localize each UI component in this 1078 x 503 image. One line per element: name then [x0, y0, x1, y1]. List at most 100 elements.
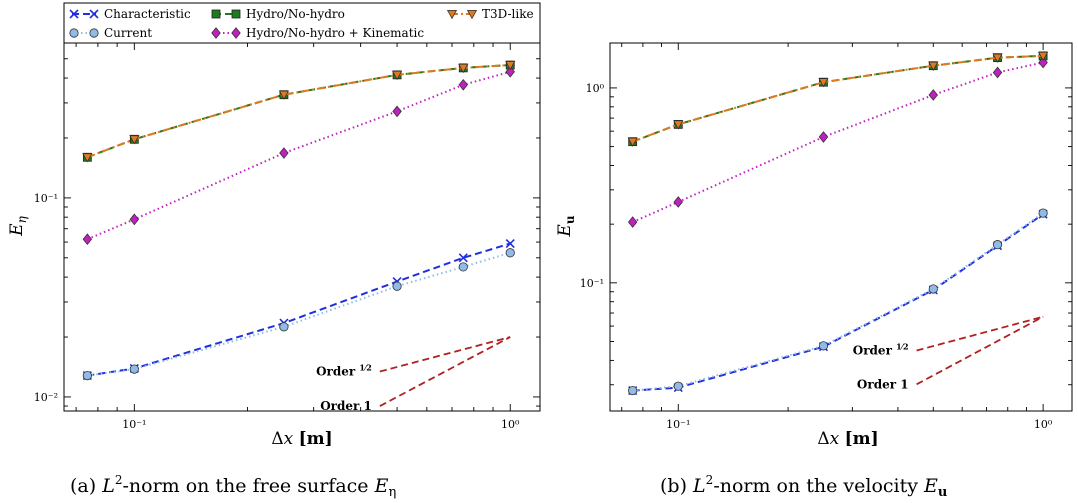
point-current — [505, 248, 515, 258]
series-line-hydro-no-hydro-kinematic — [86, 70, 511, 241]
ylabel-a: Eη — [7, 215, 29, 236]
x-tick-label: 10⁻¹ — [122, 418, 146, 431]
series-line-current — [632, 212, 1044, 392]
point-hydro-no-hydro-kinematic — [279, 147, 289, 159]
order-line-2 — [916, 315, 1044, 386]
point-t3d-like — [505, 61, 516, 71]
legend-marker-hydro-no-hydro-kinematic-end — [231, 27, 241, 39]
point-t3d-like — [82, 153, 93, 163]
legend-item-t3d-like: T3D-like — [446, 7, 534, 21]
legend-marker-t3d-like-end — [466, 9, 478, 20]
legend: Characteristic Current Hydro/No-hydro Hydro… — [63, 2, 541, 44]
order-label-1: Order 1⁄2 — [853, 342, 909, 358]
order-line-1 — [379, 336, 511, 373]
point-current — [279, 322, 289, 332]
plot-frame-b — [609, 42, 1073, 412]
point-hydro-no-hydro-kinematic — [818, 131, 829, 143]
caption-b: (b) L2-norm on the velocity Eu — [660, 473, 947, 500]
y-tick-label: 10⁻² — [34, 391, 58, 404]
point-current — [392, 281, 402, 291]
series-line-hydro-no-hydro — [87, 64, 511, 159]
series-b — [627, 51, 1049, 396]
point-hydro-no-hydro-kinematic — [129, 213, 140, 226]
point-hydro-no-hydro-kinematic — [673, 196, 683, 208]
legend-box — [63, 2, 541, 44]
x-tick-label: 10⁰ — [1034, 418, 1053, 431]
ylabel-b: Eu — [555, 215, 577, 237]
series-characteristic — [628, 209, 1048, 396]
legend-label-hydro-no-hydro: Hydro/No-hydro — [246, 7, 345, 21]
point-t3d-like — [1038, 51, 1049, 62]
xlabel-a: Δx [m] — [271, 429, 332, 449]
order-label-2: Order 1 — [857, 377, 909, 391]
ticks-b: 10⁻¹ 10⁰ 10⁻¹ 10⁰ — [580, 43, 1072, 431]
order-lines-a: Order 1⁄2 Order 1 — [316, 336, 511, 413]
point-hydro-no-hydro-kinematic — [928, 89, 938, 101]
series-t3d-like — [627, 51, 1049, 147]
series-characteristic — [82, 238, 515, 381]
x-tick-label: 10⁰ — [501, 418, 520, 431]
point-t3d-like — [391, 70, 403, 81]
order-label-2: Order 1 — [320, 399, 372, 413]
series-line-characteristic — [87, 242, 511, 377]
legend-item-current: Current — [69, 26, 152, 40]
order-label-1: Order 1⁄2 — [316, 363, 372, 379]
point-current — [628, 385, 638, 396]
point-t3d-like — [928, 61, 939, 71]
point-current — [928, 284, 938, 294]
legend-label-hydro-no-hydro-kinematic: Hydro/No-hydro + Kinematic — [246, 26, 424, 40]
series-t3d-like — [82, 61, 516, 163]
point-hydro-no-hydro-kinematic — [458, 78, 468, 91]
ticks-a: 10⁻¹ 10⁰ 10⁻² 10⁻¹ — [34, 43, 540, 431]
legend-label-current: Current — [104, 26, 152, 40]
caption-a: (a) L2-norm on the free surface Eη — [70, 473, 396, 500]
legend-marker-current — [69, 28, 79, 38]
point-t3d-like — [627, 137, 638, 147]
point-current — [992, 240, 1003, 250]
series-hydro-no-hydro — [628, 51, 1048, 147]
series-hydro-no-hydro-kinematic — [627, 56, 1048, 228]
legend-item-hydro-no-hydro: Hydro/No-hydro — [211, 7, 345, 21]
series-hydro-no-hydro-kinematic — [82, 65, 515, 246]
legend-marker-hydro-no-hydro-kinematic — [211, 27, 221, 39]
y-tick-label: 10⁻¹ — [34, 192, 58, 205]
point-t3d-like — [992, 53, 1003, 63]
legend-marker-current-end — [89, 28, 99, 38]
point-hydro-no-hydro-kinematic — [505, 65, 515, 78]
series-hydro-no-hydro — [82, 60, 515, 162]
panel-b: 10⁻¹ 10⁰ 10⁻¹ 10⁰ Order 1⁄2 Order 1 Eu Δx [m… — [555, 42, 1073, 500]
series-line-current — [87, 251, 511, 377]
point-hydro-no-hydro-kinematic — [392, 105, 402, 118]
legend-item-characteristic: Characteristic — [69, 7, 191, 21]
legend-label-t3d-like: T3D-like — [482, 7, 534, 21]
series-current — [82, 248, 515, 381]
x-tick-label: 10⁻¹ — [666, 418, 690, 431]
point-current — [818, 341, 829, 351]
order-line-1 — [916, 315, 1044, 352]
legend-items: Characteristic Current Hydro/No-hydro Hydro… — [69, 7, 534, 40]
point-characteristic — [458, 253, 468, 263]
legend-item-hydro-no-hydro-kinematic: Hydro/No-hydro + Kinematic — [211, 26, 424, 40]
panel-a: 10⁻¹ 10⁰ 10⁻² 10⁻¹ Order 1⁄2 Order 1 Eη Δx [… — [7, 42, 541, 500]
point-t3d-like — [278, 90, 289, 100]
series-line-characteristic — [632, 213, 1044, 392]
series-line-t3d-like — [87, 64, 511, 159]
point-t3d-like — [818, 78, 829, 88]
point-hydro-no-hydro-kinematic — [1038, 56, 1048, 69]
y-tick-label: 10⁻¹ — [580, 277, 604, 290]
series-line-hydro-no-hydro — [632, 54, 1044, 143]
point-current — [458, 262, 468, 272]
plot-frame-a — [63, 42, 541, 412]
point-hydro-no-hydro-kinematic — [627, 216, 638, 228]
point-t3d-like — [129, 135, 140, 145]
legend-label-characteristic: Characteristic — [104, 7, 191, 21]
point-characteristic — [505, 238, 515, 249]
series-line-t3d-like — [632, 54, 1044, 143]
series-current — [628, 208, 1048, 396]
legend-marker-characteristic — [69, 9, 79, 19]
point-hydro-no-hydro-kinematic — [82, 233, 93, 246]
point-current — [673, 381, 683, 391]
point-hydro-no-hydro-kinematic — [992, 66, 1003, 79]
order-lines-b: Order 1⁄2 Order 1 — [853, 315, 1044, 391]
